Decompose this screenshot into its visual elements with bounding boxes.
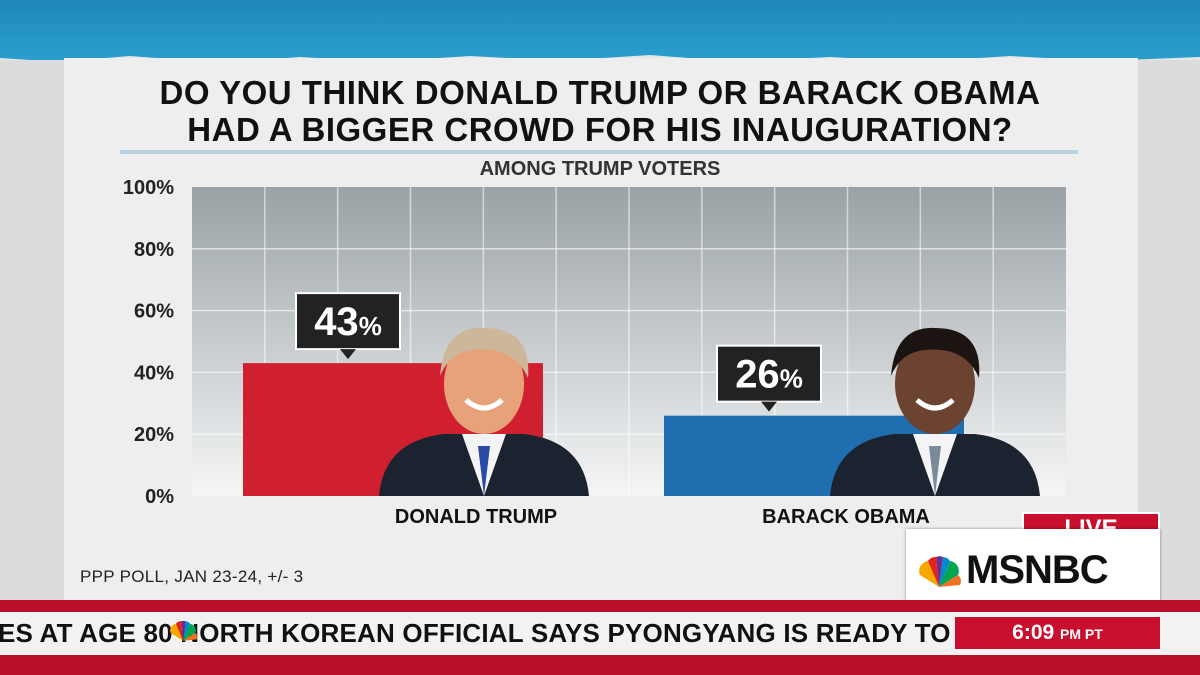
- data-label-box: [295, 292, 401, 351]
- left-margin: [0, 60, 64, 615]
- poll-source: PPP POLL, JAN 23-24, +/- 3: [80, 567, 304, 586]
- network-name: MSNBC: [966, 548, 1109, 592]
- data-label-pointer: [761, 401, 777, 412]
- title-line-1: DO YOU THINK DONALD TRUMP OR BARACK OBAM…: [159, 74, 1041, 111]
- ticker-time: 6:09: [1012, 621, 1055, 644]
- obama-photo: [830, 327, 1040, 496]
- y-tick-label: 0%: [145, 486, 174, 508]
- top-band: [0, 0, 1200, 64]
- y-tick-label: 80%: [134, 239, 174, 261]
- data-label-box: [716, 344, 822, 403]
- y-tick-label: 40%: [134, 362, 174, 384]
- title-divider: [120, 150, 1078, 154]
- data-label: 26%: [735, 353, 803, 397]
- trump-photo: [379, 327, 589, 496]
- y-tick-label: 20%: [134, 424, 174, 446]
- data-label: 43%: [314, 300, 382, 344]
- title-line-2: HAD A BIGGER CROWD FOR HIS INAUGURATION?: [187, 111, 1013, 148]
- ticker-clock: 6:09 PM PT: [955, 617, 1160, 649]
- category-label: DONALD TRUMP: [395, 506, 557, 528]
- y-tick-label: 100%: [123, 177, 174, 199]
- peacock-icon: [919, 556, 961, 587]
- category-label: BARACK OBAMA: [762, 506, 930, 528]
- data-label-pointer: [340, 349, 356, 360]
- y-tick-label: 60%: [134, 301, 174, 323]
- ticker-headline: ES AT AGE 80 NORTH KOREAN OFFICIAL SAYS …: [0, 618, 951, 648]
- network-logo: MSNBC: [906, 529, 1160, 613]
- chart-title: DO YOU THINK DONALD TRUMP OR BARACK OBAM…: [80, 74, 1120, 148]
- chart-subtitle: AMONG TRUMP VOTERS: [479, 158, 721, 180]
- peacock-icon: [170, 620, 198, 641]
- ticker-timezone: PM PT: [1060, 626, 1103, 642]
